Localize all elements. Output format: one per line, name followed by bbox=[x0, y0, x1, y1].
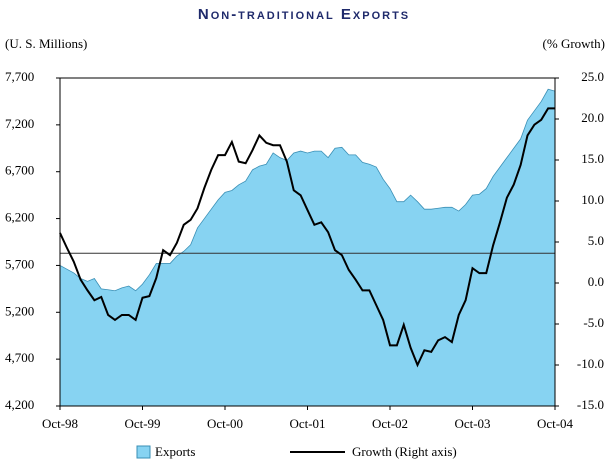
y2-axis-label: (% Growth) bbox=[543, 36, 605, 51]
legend-swatch bbox=[136, 445, 151, 459]
legend-label: Growth (Right axis) bbox=[352, 444, 457, 459]
growth-line bbox=[59, 107, 555, 368]
y2-tick-label: -5.0 bbox=[583, 315, 604, 330]
y2-tick-label: -15.0 bbox=[577, 397, 604, 412]
y-tick-label: 4,700 bbox=[5, 350, 34, 365]
y2-tick-label: 5.0 bbox=[588, 233, 604, 248]
y2-tick-label: 0.0 bbox=[588, 274, 604, 289]
y-tick-label: 7,200 bbox=[5, 116, 34, 131]
y-tick-label: 5,200 bbox=[5, 303, 34, 318]
x-tick-label: Oct-98 bbox=[42, 416, 78, 431]
legend-label: Exports bbox=[155, 444, 195, 459]
y-tick-label: 6,700 bbox=[5, 163, 34, 178]
y-tick-label: 6,200 bbox=[5, 210, 34, 225]
y2-tick-label: 20.0 bbox=[581, 110, 604, 125]
x-tick-label: Oct-99 bbox=[124, 416, 160, 431]
y2-tick-label: 25.0 bbox=[581, 69, 604, 84]
y2-tick-label: 15.0 bbox=[581, 151, 604, 166]
y2-tick-label: -10.0 bbox=[577, 356, 604, 371]
x-tick-label: Oct-01 bbox=[289, 416, 325, 431]
x-tick-label: Oct-02 bbox=[372, 416, 408, 431]
y-tick-label: 7,700 bbox=[5, 69, 34, 84]
y-tick-label: 4,200 bbox=[5, 397, 34, 412]
x-tick-label: Oct-03 bbox=[454, 416, 490, 431]
chart-title: Non-traditional Exports bbox=[198, 6, 410, 23]
x-tick-label: Oct-04 bbox=[537, 416, 574, 431]
y2-tick-label: 10.0 bbox=[581, 192, 604, 207]
export-area bbox=[59, 88, 556, 407]
y-axis-label: (U. S. Millions) bbox=[5, 36, 87, 51]
y-tick-label: 5,700 bbox=[5, 256, 34, 271]
x-tick-label: Oct-00 bbox=[207, 416, 243, 431]
